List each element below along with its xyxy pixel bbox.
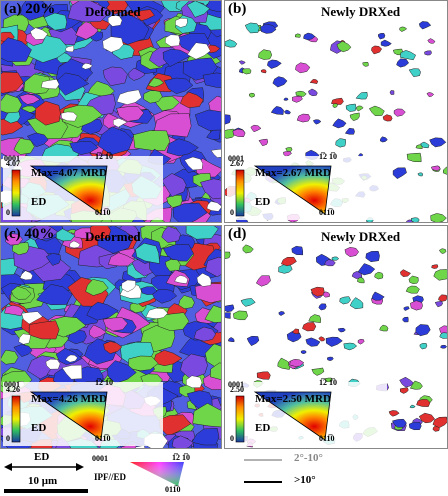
- panel-title: Deformed: [85, 229, 141, 244]
- high-angle-boundary-line: [244, 481, 282, 483]
- panel-label: (a) 20%: [4, 1, 56, 17]
- ed-arrow-icon: [4, 463, 84, 471]
- pf-0110-label: 011̅0: [319, 434, 335, 443]
- pf-scale-min: 0: [230, 208, 234, 217]
- pf-1210-label: 1̅2 1̅0: [319, 378, 337, 387]
- panel-label: (b): [228, 1, 247, 17]
- pf-1210-label: 1̅2 1̅0: [319, 152, 337, 161]
- pf-max-label: Max=4.26 MRD: [31, 393, 107, 405]
- ipf-1210-label: 1̅2 1̅0: [172, 453, 190, 462]
- inverse-pole-figure: 0001 1̅2 1̅0 Max=2.50 MRD 2.50 0 ED 011̅0: [227, 378, 387, 446]
- pole-figure-plot: [3, 382, 163, 446]
- inverse-pole-figure: 0001 1̅2 1̅0 Max=2.67 MRD 2.67 0 ED 011̅0: [227, 152, 387, 220]
- pf-0001-label: 0001: [228, 154, 244, 163]
- panel-title: Deformed: [85, 4, 141, 19]
- low-angle-boundary-line: [244, 459, 282, 461]
- ipf-0110-label: 011̅0: [165, 485, 181, 494]
- panel-title: Newly DRXed: [321, 229, 401, 244]
- scale-bar: [4, 489, 88, 493]
- pf-0110-label: 011̅0: [95, 434, 111, 443]
- ebsd-map-c: (c) 40% Deformed 0001 1̅2 1̅0 Max=4.26 MRD…: [0, 225, 222, 449]
- pf-1210-label: 1̅2 1̅0: [95, 152, 113, 161]
- pf-0001-label: 0001: [4, 380, 20, 389]
- panel-label: (c) 40%: [4, 226, 55, 242]
- ebsd-map-d: (d) Newly DRXed 0001 1̅2 1̅0 Max=2.50 MRD 2…: [224, 225, 448, 449]
- pf-max-label: Max=2.50 MRD: [255, 393, 331, 405]
- ipf-label: IPF//ED: [94, 472, 127, 482]
- pf-1210-label: 1̅2 1̅0: [95, 378, 113, 387]
- pf-0110-label: 011̅0: [319, 208, 335, 217]
- figure-legend: ED 10 μm 0001 1̅2 1̅0 IPF//ED 011̅0 2: [0, 450, 448, 496]
- pf-0001-label: 0001: [228, 380, 244, 389]
- pf-scale-min: 0: [6, 434, 10, 443]
- pf-ed-label: ED: [31, 422, 47, 434]
- pf-ed-label: ED: [255, 422, 271, 434]
- pf-0001-label: 0001: [4, 154, 20, 163]
- grain-map: [1, 1, 221, 222]
- pf-scale-max: 4.07: [6, 159, 20, 168]
- pf-scale-min: 0: [230, 434, 234, 443]
- pf-ed-label: ED: [31, 196, 47, 208]
- pole-figure-plot: [3, 156, 163, 220]
- ed-direction-label: ED: [34, 451, 50, 463]
- high-angle-boundary-label: >10°: [294, 474, 316, 486]
- pole-figure-plot: [227, 382, 387, 446]
- ipf-color-key: [130, 462, 184, 486]
- scale-bar-label: 10 μm: [28, 475, 58, 487]
- pf-max-label: Max=4.07 MRD: [31, 167, 107, 179]
- pf-scale-min: 0: [6, 208, 10, 217]
- inverse-pole-figure: 0001 1̅2 1̅0 Max=4.07 MRD 4.07 0 ED 011̅0: [3, 152, 163, 220]
- panel-label: (d): [228, 226, 247, 242]
- inverse-pole-figure: 0001 1̅2 1̅0 Max=4.26 MRD 4.26 0 ED 011̅0: [3, 378, 163, 446]
- low-angle-boundary-label: 2°-10°: [294, 452, 323, 464]
- ebsd-map-b: (b) Newly DRXed 0001 1̅2 1̅0 Max=2.67 MRD 2…: [224, 0, 448, 223]
- pole-figure-plot: [227, 156, 387, 220]
- pf-max-label: Max=2.67 MRD: [255, 167, 331, 179]
- panel-title: Newly DRXed: [321, 4, 401, 19]
- pf-scale-max: 4.26: [6, 385, 20, 394]
- pf-scale-max: 2.67: [230, 159, 244, 168]
- ebsd-map-a: (a) 20% Deformed 0001 1̅2 1̅0 Max=4.07 MRD…: [0, 0, 222, 223]
- pf-0110-label: 011̅0: [95, 208, 111, 217]
- pf-scale-max: 2.50: [230, 385, 244, 394]
- ipf-0001-label: 0001: [92, 454, 108, 463]
- pf-ed-label: ED: [255, 196, 271, 208]
